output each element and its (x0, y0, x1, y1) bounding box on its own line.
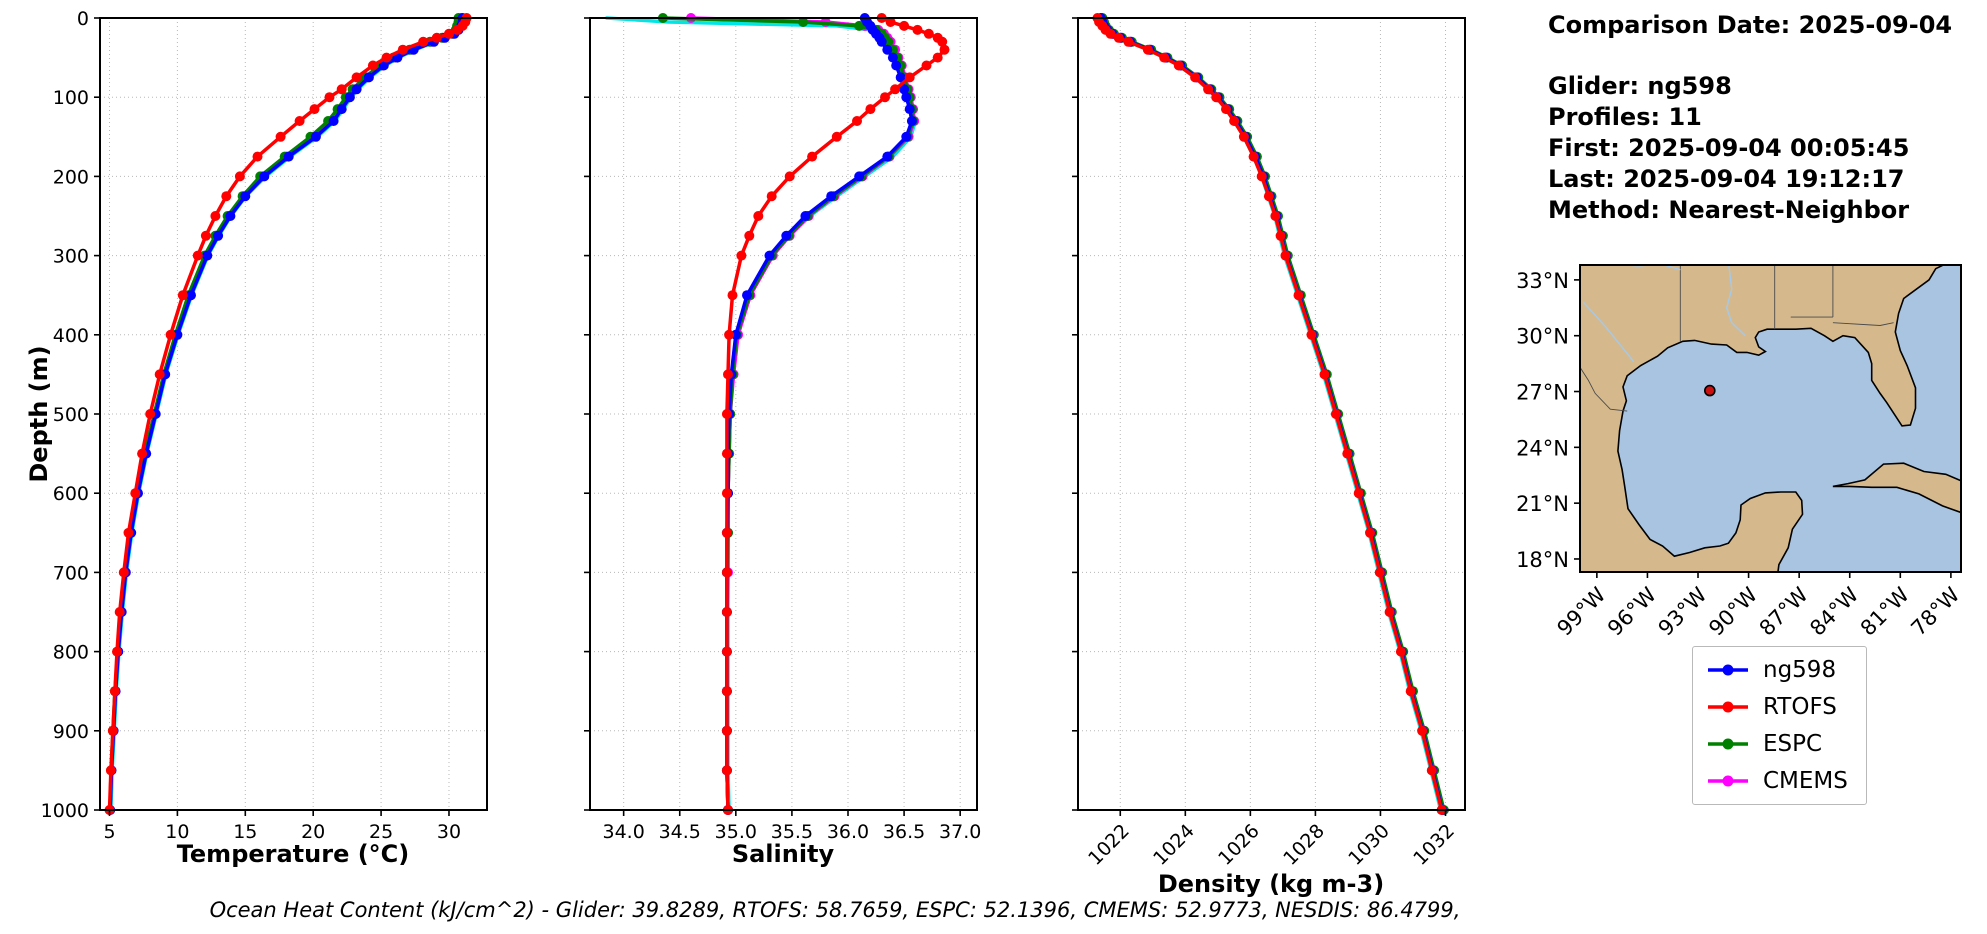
svg-text:1026: 1026 (1214, 820, 1264, 870)
svg-text:5: 5 (103, 821, 115, 843)
svg-text:84°W: 84°W (1805, 582, 1863, 640)
temperature-xlabel: Temperature (°C) (177, 840, 410, 868)
comparison-info-block: Comparison Date: 2025-09-04 Glider: ng59… (1548, 10, 1952, 226)
temperature-profile-chart: Temperature (°C) Depth (m) 5 10 15 20 25 3001… (25, 8, 488, 868)
svg-text:36.0: 36.0 (827, 821, 869, 843)
legend-label-ng598: ng598 (1763, 657, 1837, 683)
svg-text:1028: 1028 (1279, 820, 1329, 870)
depth-ylabel: Depth (m) (25, 345, 53, 482)
ng598-line-swatch (1708, 664, 1748, 676)
method-text: Method: Nearest-Neighbor (1548, 196, 1910, 224)
rtofs-line-swatch (1708, 701, 1748, 713)
glider-name-text: Glider: ng598 (1548, 72, 1732, 100)
legend-item-ng598: ng598 (1705, 657, 1848, 683)
salinity-xlabel: Salinity (732, 840, 835, 868)
svg-text:600: 600 (53, 483, 89, 505)
espc-line-swatch (1708, 738, 1748, 750)
svg-text:1024: 1024 (1149, 820, 1199, 870)
svg-text:30: 30 (437, 821, 461, 843)
svg-text:400: 400 (53, 325, 89, 347)
svg-text:0: 0 (77, 8, 89, 30)
legend: ng598 RTOFS ESPC CMEMS (1692, 646, 1867, 805)
svg-text:78°W: 78°W (1906, 582, 1964, 640)
svg-text:1000: 1000 (41, 800, 89, 822)
svg-text:34.0: 34.0 (602, 821, 644, 843)
svg-text:100: 100 (53, 87, 89, 109)
profiles-count-text: Profiles: 11 (1548, 103, 1702, 131)
cmems-line-swatch (1708, 775, 1748, 787)
svg-text:87°W: 87°W (1755, 582, 1813, 640)
legend-label-rtofs: RTOFS (1763, 694, 1837, 720)
svg-text:81°W: 81°W (1856, 582, 1914, 640)
svg-text:27°N: 27°N (1516, 381, 1569, 405)
density-xlabel: Density (kg m-3) (1158, 870, 1384, 898)
first-profile-time-text: First: 2025-09-04 00:05:45 (1548, 134, 1910, 162)
legend-item-cmems: CMEMS (1705, 768, 1848, 794)
legend-item-espc: ESPC (1705, 731, 1848, 757)
svg-text:93°W: 93°W (1654, 582, 1712, 640)
density-profile-chart: Density (kg m-3) 1022 1024 1026 1028 1030 103… (1072, 13, 1466, 898)
legend-label-cmems: CMEMS (1763, 768, 1848, 794)
svg-text:24°N: 24°N (1516, 436, 1569, 460)
svg-text:99°W: 99°W (1552, 582, 1610, 640)
legend-item-rtofs: RTOFS (1705, 694, 1848, 720)
location-map: 33°N 30°N 27°N 24°N 21°N 18°N 99°W96°W93°W90°W… (1516, 264, 1965, 641)
info-spacer (1548, 41, 1952, 71)
svg-text:20: 20 (301, 821, 325, 843)
svg-text:1030: 1030 (1344, 820, 1394, 870)
svg-text:300: 300 (53, 246, 89, 268)
last-profile-time-text: Last: 2025-09-04 19:12:17 (1548, 165, 1905, 193)
legend-label-espc: ESPC (1763, 731, 1823, 757)
svg-text:37.0: 37.0 (939, 821, 981, 843)
svg-text:900: 900 (53, 721, 89, 743)
svg-text:15: 15 (233, 821, 257, 843)
svg-text:34.5: 34.5 (659, 821, 701, 843)
svg-text:10: 10 (165, 821, 189, 843)
ohc-footnote: Ocean Heat Content (kJ/cm^2) - Glider: 3… (209, 898, 1461, 922)
svg-text:35.5: 35.5 (771, 821, 813, 843)
svg-text:36.5: 36.5 (883, 821, 925, 843)
svg-text:30°N: 30°N (1516, 325, 1569, 349)
svg-text:200: 200 (53, 166, 89, 188)
svg-text:700: 700 (53, 562, 89, 584)
svg-text:90°W: 90°W (1704, 582, 1762, 640)
svg-text:25: 25 (369, 821, 393, 843)
svg-text:96°W: 96°W (1603, 582, 1661, 640)
svg-text:500: 500 (53, 404, 89, 426)
svg-text:1022: 1022 (1084, 820, 1134, 870)
svg-text:33°N: 33°N (1516, 269, 1569, 293)
svg-text:35.0: 35.0 (715, 821, 757, 843)
svg-text:800: 800 (53, 642, 89, 664)
svg-text:21°N: 21°N (1516, 492, 1569, 516)
salinity-profile-chart: Salinity 34.0 34.5 35.0 35.5 36.0 36.5 37.0 (584, 13, 981, 868)
svg-text:1032: 1032 (1409, 820, 1459, 870)
comparison-date-text: Comparison Date: 2025-09-04 (1548, 11, 1953, 39)
svg-text:18°N: 18°N (1516, 548, 1569, 572)
